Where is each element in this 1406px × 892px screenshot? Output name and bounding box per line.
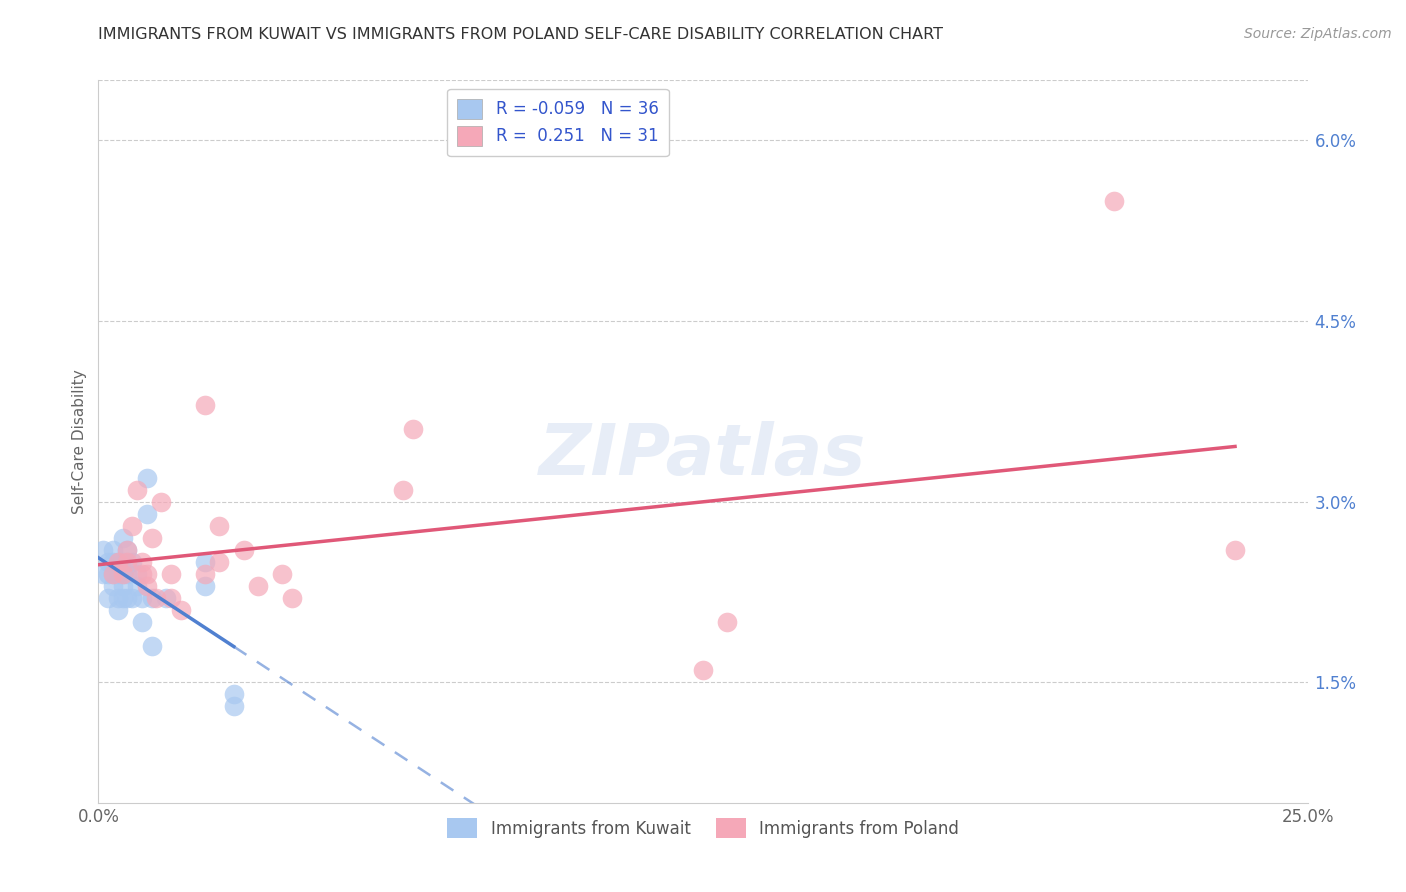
Point [127, 579, 149, 593]
Point [194, 398, 217, 412]
Point [111, 567, 134, 582]
Point [101, 579, 124, 593]
Point [222, 699, 245, 714]
Point [117, 542, 139, 557]
Point [145, 591, 167, 606]
Point [141, 531, 163, 545]
Point [101, 567, 124, 582]
Point [111, 567, 134, 582]
Point [97, 567, 120, 582]
Point [150, 494, 173, 508]
Point [208, 555, 231, 569]
Point [716, 615, 738, 630]
Point [107, 591, 129, 606]
Point [101, 567, 124, 582]
Point [141, 640, 163, 654]
Point [222, 687, 245, 701]
Point [101, 555, 124, 569]
Point [91, 542, 114, 557]
Point [107, 567, 129, 582]
Point [97, 591, 120, 606]
Point [141, 591, 163, 606]
Point [101, 542, 124, 557]
Point [117, 567, 139, 582]
Point [131, 555, 153, 569]
Point [135, 579, 157, 593]
Point [91, 567, 114, 582]
Point [121, 555, 143, 569]
Text: Source: ZipAtlas.com: Source: ZipAtlas.com [1244, 27, 1392, 41]
Point [271, 567, 294, 582]
Point [155, 591, 177, 606]
Point [692, 664, 714, 678]
Point [117, 555, 139, 569]
Point [194, 555, 217, 569]
Point [232, 542, 254, 557]
Point [1223, 542, 1246, 557]
Point [111, 591, 134, 606]
Point [107, 603, 129, 617]
Point [111, 555, 134, 569]
Point [247, 579, 270, 593]
Point [194, 567, 217, 582]
Point [160, 591, 183, 606]
Point [281, 591, 304, 606]
Point [121, 519, 143, 533]
Point [111, 579, 134, 593]
Point [392, 483, 415, 497]
Point [160, 567, 183, 582]
Point [208, 519, 231, 533]
Point [127, 567, 149, 582]
Point [194, 579, 217, 593]
Point [131, 567, 153, 582]
Point [121, 591, 143, 606]
Point [135, 507, 157, 521]
Point [135, 567, 157, 582]
Point [127, 483, 149, 497]
Point [169, 603, 191, 617]
Text: IMMIGRANTS FROM KUWAIT VS IMMIGRANTS FROM POLAND SELF-CARE DISABILITY CORRELATIO: IMMIGRANTS FROM KUWAIT VS IMMIGRANTS FRO… [98, 27, 943, 42]
Point [1102, 194, 1125, 208]
Point [117, 591, 139, 606]
Point [111, 531, 134, 545]
Point [97, 555, 120, 569]
Point [131, 591, 153, 606]
Point [107, 555, 129, 569]
Point [402, 423, 425, 437]
Point [131, 615, 153, 630]
Point [107, 555, 129, 569]
Y-axis label: Self-Care Disability: Self-Care Disability [72, 369, 87, 514]
Legend: Immigrants from Kuwait, Immigrants from Poland: Immigrants from Kuwait, Immigrants from … [440, 812, 966, 845]
Point [117, 542, 139, 557]
Point [135, 471, 157, 485]
Text: ZIPatlas: ZIPatlas [540, 422, 866, 491]
